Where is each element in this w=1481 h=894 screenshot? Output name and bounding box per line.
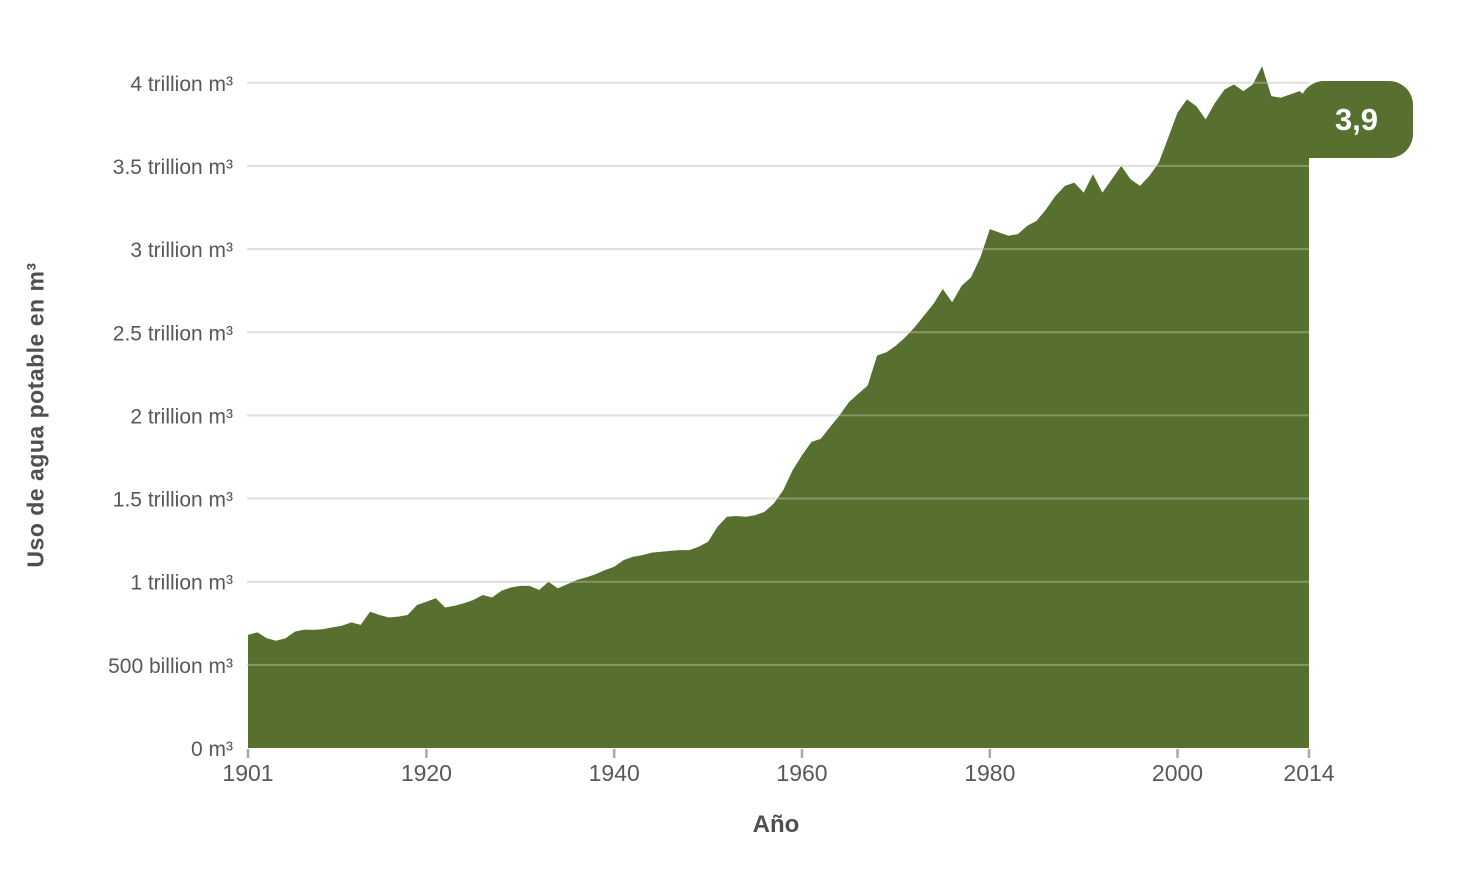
x-tick-label: 2014 <box>1283 760 1334 786</box>
x-tick-label: 1980 <box>964 760 1015 786</box>
x-tick-label: 1920 <box>401 760 452 786</box>
y-tick-label: 0 m³ <box>191 738 233 761</box>
y-tick-label: 4 trillion m³ <box>130 73 233 96</box>
y-tick-label: 3 trillion m³ <box>130 239 233 262</box>
x-tick-label: 2000 <box>1152 760 1203 786</box>
y-tick-label: 2.5 trillion m³ <box>113 322 233 345</box>
x-tick-label: 1901 <box>222 760 273 786</box>
x-axis-title: Año <box>752 811 800 838</box>
y-tick-label: 1.5 trillion m³ <box>113 489 233 512</box>
y-tick-label: 1 trillion m³ <box>130 572 233 595</box>
end-value-badge: 3,9 <box>1300 81 1413 158</box>
y-tick-label: 2 trillion m³ <box>130 405 233 428</box>
area-series <box>248 66 1309 748</box>
x-tick-label: 1940 <box>589 760 640 786</box>
x-tick-label: 1960 <box>776 760 827 786</box>
end-value-label: 3,9 <box>1334 101 1379 137</box>
y-tick-label: 500 billion m³ <box>108 655 233 678</box>
y-tick-label: 3.5 trillion m³ <box>113 156 233 179</box>
y-axis-title: Uso de agua potable en m³ <box>22 262 49 568</box>
